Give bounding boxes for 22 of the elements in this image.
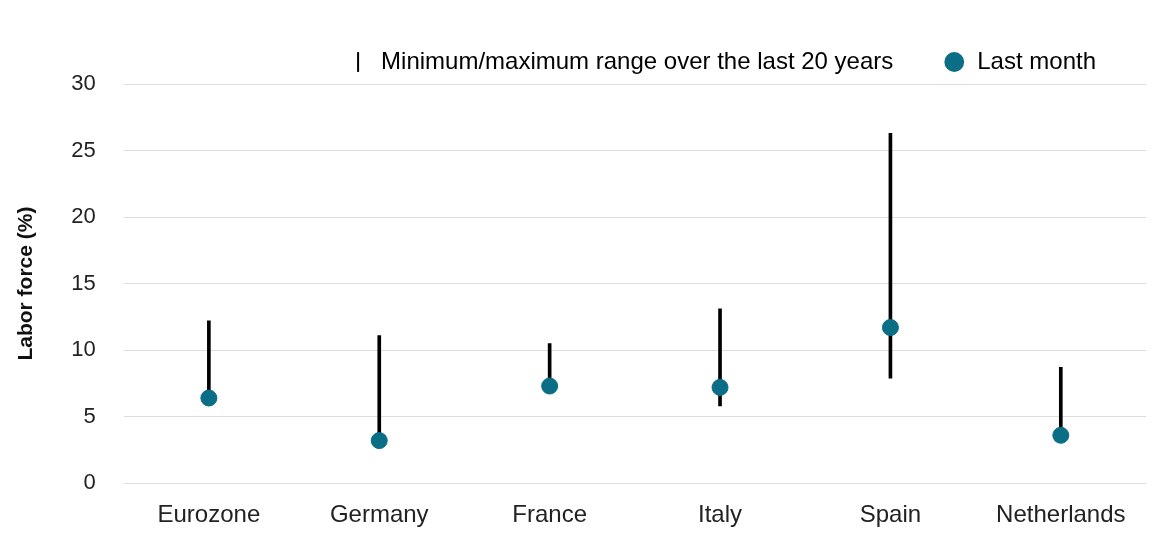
y-tick-label: 20 (71, 203, 96, 229)
point (541, 377, 559, 395)
legend-label: Minimum/maximum range over the last 20 years (381, 46, 894, 74)
x-tick-label: Eurozone (157, 500, 261, 528)
point (200, 389, 218, 407)
y-tick-label: 25 (71, 136, 96, 162)
y-tick-label: 10 (71, 336, 96, 362)
y-axis-title: Labor force (%) (13, 206, 37, 361)
y-tick-label: 30 (71, 70, 96, 96)
point (370, 432, 388, 450)
y-tick-label: 0 (83, 469, 96, 495)
x-tick-label: Netherlands (996, 500, 1126, 528)
y-tick-label: 5 (83, 402, 96, 428)
legend-label: Last month (977, 46, 1096, 74)
x-tick-label: Spain (859, 500, 922, 528)
point (711, 378, 729, 396)
x-tick-label: France (512, 500, 587, 528)
point (881, 319, 899, 337)
x-tick-label: Italy (698, 500, 743, 528)
x-tick-label: Germany (329, 500, 429, 528)
y-tick-label: 15 (71, 269, 96, 295)
point (1052, 426, 1070, 444)
